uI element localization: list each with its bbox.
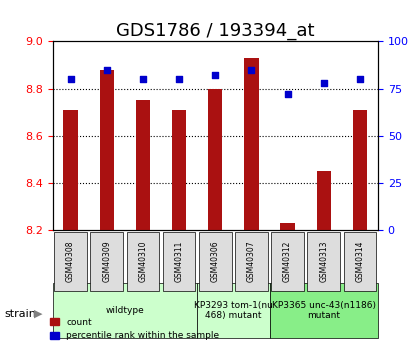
FancyBboxPatch shape [52, 283, 197, 338]
Text: GSM40312: GSM40312 [283, 241, 292, 282]
Text: GSM40310: GSM40310 [139, 240, 147, 282]
Point [357, 77, 363, 82]
FancyBboxPatch shape [199, 232, 231, 291]
Text: KP3293 tom-1(nu
468) mutant: KP3293 tom-1(nu 468) mutant [194, 301, 273, 320]
Point [176, 77, 182, 82]
Title: GDS1786 / 193394_at: GDS1786 / 193394_at [116, 22, 315, 40]
Bar [63, 110, 78, 230]
Legend: count, percentile rank within the sample: count, percentile rank within the sample [47, 314, 223, 344]
Bar [353, 110, 367, 230]
Point [103, 67, 110, 72]
FancyBboxPatch shape [163, 232, 195, 291]
FancyBboxPatch shape [235, 232, 268, 291]
Text: GSM40306: GSM40306 [211, 240, 220, 282]
Point [67, 77, 74, 82]
FancyBboxPatch shape [127, 232, 159, 291]
FancyBboxPatch shape [307, 232, 340, 291]
Point [248, 67, 255, 72]
Bar [281, 223, 295, 230]
FancyBboxPatch shape [344, 232, 376, 291]
Bar [244, 58, 259, 230]
Bar [208, 89, 223, 230]
Point [320, 80, 327, 86]
Text: GSM40314: GSM40314 [355, 240, 365, 282]
FancyBboxPatch shape [90, 232, 123, 291]
FancyBboxPatch shape [54, 232, 87, 291]
Bar [100, 70, 114, 230]
Text: GSM40308: GSM40308 [66, 240, 75, 282]
Text: GSM40309: GSM40309 [102, 240, 111, 282]
Text: KP3365 unc-43(n1186)
mutant: KP3365 unc-43(n1186) mutant [272, 301, 376, 320]
Point [212, 73, 219, 78]
Text: wildtype: wildtype [105, 306, 144, 315]
FancyBboxPatch shape [271, 232, 304, 291]
Point [139, 77, 146, 82]
Bar [317, 171, 331, 230]
FancyBboxPatch shape [197, 283, 270, 338]
Bar [136, 100, 150, 230]
Text: GSM40311: GSM40311 [175, 241, 184, 282]
Text: GSM40313: GSM40313 [319, 240, 328, 282]
Text: ▶: ▶ [34, 309, 42, 319]
Text: strain: strain [4, 309, 36, 319]
FancyBboxPatch shape [270, 283, 378, 338]
Text: GSM40307: GSM40307 [247, 240, 256, 282]
Bar [172, 110, 186, 230]
Point [284, 91, 291, 97]
